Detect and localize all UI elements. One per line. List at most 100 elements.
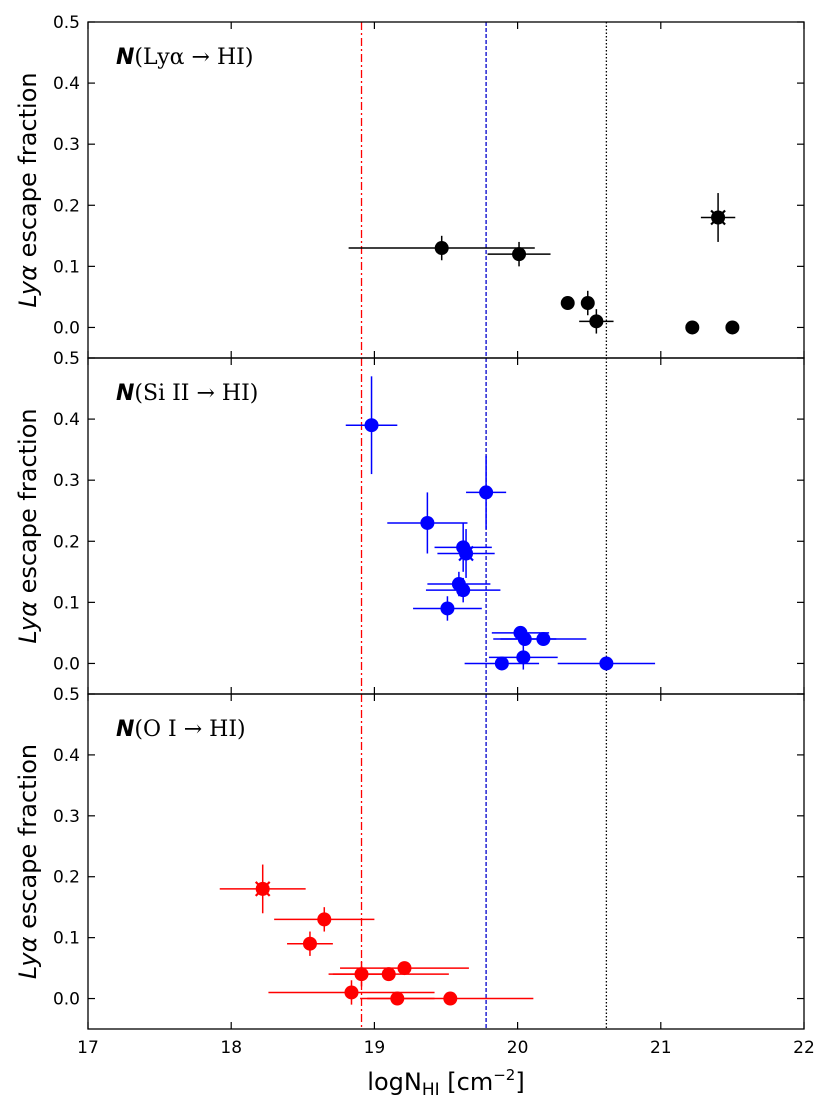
y-axis-title-rest: escape fraction bbox=[14, 408, 42, 601]
y-tick-label: 0.2 bbox=[53, 532, 80, 552]
x-axis-title-sub: HI bbox=[422, 1080, 440, 1100]
panel-label-species: (Si II bbox=[134, 381, 189, 406]
x-axis-title: logNHI [cm−2] bbox=[367, 1066, 524, 1100]
panel-frame bbox=[87, 357, 805, 695]
y-tick-label: 0.2 bbox=[53, 196, 80, 216]
data-point bbox=[340, 961, 469, 976]
data-point bbox=[487, 241, 551, 267]
y-tick-label: 0.4 bbox=[53, 410, 80, 430]
x-tick-label: 18 bbox=[220, 1038, 242, 1058]
point-marker bbox=[685, 320, 700, 335]
cross-marker bbox=[710, 209, 726, 226]
data-point bbox=[466, 455, 507, 530]
panel-label-target: HI) bbox=[217, 45, 253, 70]
x-tick-label: 22 bbox=[793, 1038, 815, 1058]
data-point bbox=[367, 991, 534, 1006]
x-axis: 17 18 19 20 21 22 bbox=[77, 1038, 815, 1058]
point-marker bbox=[434, 241, 449, 256]
y-tick-label: 0.0 bbox=[53, 654, 80, 674]
data-point bbox=[219, 864, 306, 914]
panel-1: 0.0 0.1 0.2 0.3 0.4 0.5 Lyα escape fraction N(S… bbox=[14, 349, 805, 695]
point-marker bbox=[456, 583, 471, 598]
point-marker bbox=[725, 320, 740, 335]
x-tick-label: 17 bbox=[77, 1038, 99, 1058]
point-marker bbox=[317, 912, 332, 927]
data-point bbox=[560, 296, 575, 311]
data-point bbox=[557, 656, 656, 671]
panel-label-target: HI) bbox=[222, 381, 258, 406]
y-tick-label: 0.3 bbox=[53, 135, 80, 155]
point-marker bbox=[479, 485, 494, 500]
data-point bbox=[685, 320, 700, 335]
panel-frame bbox=[87, 21, 805, 359]
y-tick-label: 0.5 bbox=[53, 349, 80, 369]
panel-0: 0.0 0.1 0.2 0.3 0.4 0.5 Lyα escape fraction N(L… bbox=[14, 13, 805, 359]
y-tick-label: 0.4 bbox=[53, 746, 80, 766]
data-point bbox=[425, 577, 501, 603]
data-point bbox=[464, 656, 540, 671]
y-tick-label: 0.2 bbox=[53, 868, 80, 888]
panel-label-n: N bbox=[116, 717, 134, 742]
y-tick-label: 0.3 bbox=[53, 471, 80, 491]
y-axis-title: Lyα escape fraction bbox=[14, 408, 42, 643]
point-marker bbox=[364, 418, 379, 433]
data-point bbox=[579, 309, 614, 334]
point-marker bbox=[560, 296, 575, 311]
cross-marker bbox=[254, 881, 271, 897]
y-tick-label: 0.0 bbox=[53, 990, 80, 1010]
data-point bbox=[387, 492, 468, 554]
data-point bbox=[580, 290, 595, 316]
x-tick-label: 19 bbox=[364, 1038, 386, 1058]
y-tick-label: 0.1 bbox=[53, 593, 80, 613]
y-tick-label: 0.3 bbox=[53, 807, 80, 827]
y-axis-title: Lyα escape fraction bbox=[14, 744, 42, 979]
reference-lines bbox=[360, 22, 608, 1029]
panel-label-target: HI) bbox=[209, 717, 245, 742]
point-marker bbox=[599, 656, 614, 671]
y-tick-label: 0.1 bbox=[53, 929, 80, 949]
point-marker bbox=[443, 991, 458, 1006]
data-point bbox=[437, 529, 495, 578]
panel-label: N(Lyα → HI) bbox=[116, 45, 253, 70]
y-axis-title-italic: Lyα bbox=[14, 265, 42, 308]
x-axis-title-unit: [cm bbox=[440, 1068, 494, 1096]
y-tick-label: 0.0 bbox=[53, 318, 80, 338]
y-axis-title-rest: escape fraction bbox=[14, 72, 42, 265]
y-axis-title-italic: Lyα bbox=[14, 936, 42, 979]
point-marker bbox=[440, 601, 455, 616]
x-axis-title-exp: −2 bbox=[493, 1066, 515, 1084]
panel-label-arrow: → bbox=[185, 45, 217, 70]
x-tick-label: 21 bbox=[650, 1038, 672, 1058]
point-marker bbox=[512, 247, 527, 262]
data-point bbox=[328, 967, 449, 982]
panel-label-species: (O I bbox=[134, 717, 176, 742]
point-marker bbox=[397, 961, 412, 976]
x-axis-title-main: logN bbox=[367, 1068, 422, 1096]
point-marker bbox=[580, 296, 595, 311]
panel-label: N(Si II → HI) bbox=[116, 381, 258, 406]
point-marker bbox=[381, 967, 396, 982]
panel-label-n: N bbox=[116, 381, 134, 406]
panel-label: N(O I → HI) bbox=[116, 717, 246, 742]
point-marker bbox=[302, 936, 317, 951]
data-point bbox=[274, 907, 375, 932]
data-point bbox=[287, 931, 333, 956]
y-tick-label: 0.4 bbox=[53, 74, 80, 94]
y-tick-label: 0.5 bbox=[53, 13, 80, 33]
point-marker bbox=[494, 656, 509, 671]
data-point bbox=[268, 980, 435, 1005]
data-point bbox=[348, 235, 535, 261]
panel-frame bbox=[87, 693, 805, 1030]
y-axis-title: Lyα escape fraction bbox=[14, 72, 42, 307]
point-marker bbox=[536, 632, 551, 647]
y-tick-label: 0.5 bbox=[53, 685, 80, 705]
x-axis-title-close: ] bbox=[515, 1068, 524, 1096]
data-point bbox=[725, 320, 740, 335]
data-point bbox=[500, 632, 587, 647]
cross-marker bbox=[458, 545, 474, 562]
panel-label-species: (Lyα bbox=[134, 45, 184, 70]
point-marker bbox=[589, 314, 604, 329]
y-axis-title-rest: escape fraction bbox=[14, 744, 42, 937]
